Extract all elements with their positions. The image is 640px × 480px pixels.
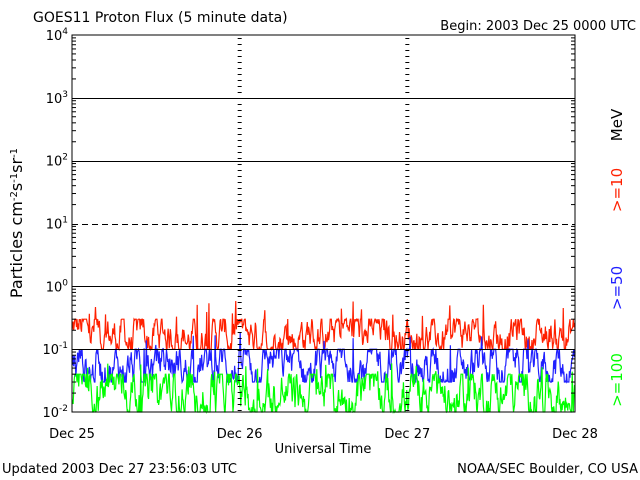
x-tick-label: Dec 28 bbox=[552, 427, 598, 442]
series-line-2 bbox=[71, 363, 576, 414]
y-tick-label: 102 bbox=[46, 153, 68, 170]
y-tick-label: 101 bbox=[46, 216, 68, 233]
y-axis-label: Particles cm-2s-1sr-1 bbox=[7, 148, 26, 298]
x-tick-labels: Dec 25 Dec 26 Dec 27 Dec 28 bbox=[49, 427, 598, 442]
legend-entry: >=100 bbox=[608, 353, 626, 407]
source-credit: NOAA/SEC Boulder, CO USA bbox=[457, 462, 638, 477]
series-layer bbox=[71, 301, 576, 414]
tick-layer bbox=[72, 37, 575, 411]
energy-legend: MeV >=10 >=50 >=100 bbox=[608, 108, 626, 407]
x-tick-label: Dec 27 bbox=[384, 427, 430, 442]
begin-time-label: Begin: 2003 Dec 25 0000 UTC bbox=[440, 19, 636, 34]
y-tick-label: 10-2 bbox=[42, 404, 68, 421]
plot-frame bbox=[71, 34, 576, 413]
y-tick-labels: 10-2 10-1 100 101 102 103 104 bbox=[42, 27, 68, 421]
x-tick-label: Dec 25 bbox=[49, 427, 95, 442]
x-tick-label: Dec 26 bbox=[217, 427, 263, 442]
legend-entry: >=10 bbox=[608, 168, 626, 212]
legend-entry: >=50 bbox=[608, 266, 626, 310]
legend-unit: MeV bbox=[608, 108, 626, 141]
x-axis-label: Universal Time bbox=[275, 442, 372, 457]
y-tick-label: 10-1 bbox=[42, 341, 68, 358]
y-tick-label: 103 bbox=[46, 90, 68, 107]
updated-timestamp: Updated 2003 Dec 27 23:56:03 UTC bbox=[2, 462, 237, 477]
y-tick-label: 104 bbox=[46, 27, 69, 44]
y-tick-label: 100 bbox=[46, 278, 69, 295]
grid-layer bbox=[72, 98, 575, 350]
chart-title: GOES11 Proton Flux (5 minute data) bbox=[33, 10, 288, 26]
series-line-1 bbox=[71, 332, 576, 385]
